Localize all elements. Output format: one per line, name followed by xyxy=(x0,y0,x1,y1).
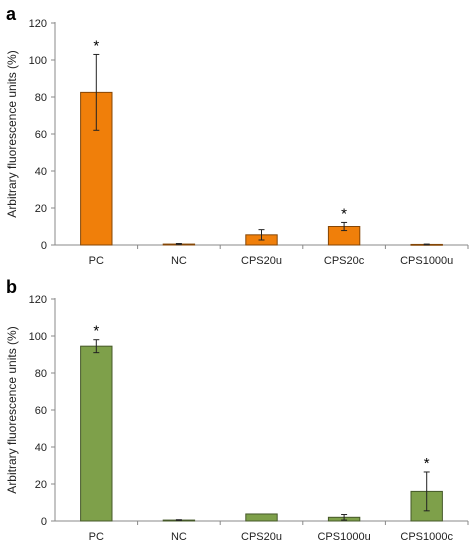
panel-label: b xyxy=(6,277,17,297)
x-tick-label: CPS20u xyxy=(241,255,282,267)
x-tick-label: CPS20c xyxy=(324,255,365,267)
x-tick-label: CPS1000u xyxy=(317,531,370,542)
x-tick-label: NC xyxy=(171,531,187,542)
y-tick-label: 0 xyxy=(41,516,47,528)
y-tick-label: 100 xyxy=(29,55,47,67)
y-tick-label: 80 xyxy=(35,368,47,380)
x-tick-label: NC xyxy=(171,255,187,267)
y-tick-label: 20 xyxy=(35,203,47,215)
y-tick-label: 60 xyxy=(35,405,47,417)
x-tick-label: CPS1000c xyxy=(400,531,453,542)
significance-star: * xyxy=(424,455,430,472)
x-tick-label: PC xyxy=(89,531,104,542)
y-tick-label: 60 xyxy=(35,129,47,141)
y-tick-label: 40 xyxy=(35,166,47,178)
significance-star: * xyxy=(93,323,99,340)
y-axis-label: Arbitrary fluorescence units (%) xyxy=(5,50,19,217)
chart-panel-b: b Arbitrary fluorescence units (%) 0 20 40 60… xyxy=(0,275,474,542)
bar-cps20u xyxy=(245,513,278,522)
y-tick-label: 80 xyxy=(35,92,47,104)
y-tick-label: 20 xyxy=(35,479,47,491)
y-tick-label: 40 xyxy=(35,442,47,454)
chart-b: b Arbitrary fluorescence units (%) 0 20 40 60… xyxy=(5,277,469,542)
x-tick-label: PC xyxy=(89,255,104,267)
x-tick-label: CPS1000u xyxy=(400,255,453,267)
y-tick-label: 0 xyxy=(41,240,47,252)
significance-star: * xyxy=(93,37,99,54)
x-tick-label: CPS20u xyxy=(241,531,282,542)
y-axis-label: Arbitrary fluorescence units (%) xyxy=(5,326,19,493)
bar-pc xyxy=(80,345,113,522)
chart-a: a Arbitrary fluorescence units (%) 0 20 40 60… xyxy=(5,4,469,267)
y-tick-label: 100 xyxy=(29,331,47,343)
chart-panel-a: a Arbitrary fluorescence units (%) 0 20 40 60… xyxy=(5,4,469,267)
y-tick-label: 120 xyxy=(29,18,47,30)
significance-star: * xyxy=(341,205,347,222)
panel-label: a xyxy=(6,4,17,24)
y-tick-label: 120 xyxy=(29,294,47,306)
